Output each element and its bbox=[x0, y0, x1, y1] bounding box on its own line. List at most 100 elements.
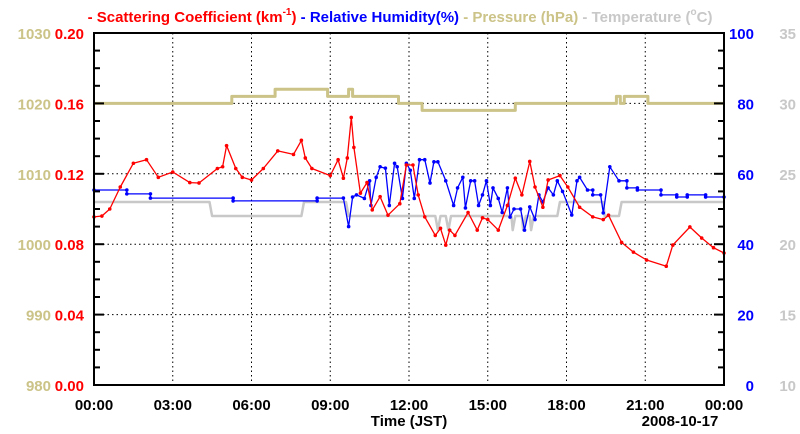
data-point-scattering-coefficient-km-1 bbox=[370, 208, 375, 212]
data-point-scattering-coefficient-km-1 bbox=[631, 250, 636, 254]
data-point-relative-humidity bbox=[659, 193, 663, 197]
data-point-scattering-coefficient-km-1 bbox=[590, 215, 595, 219]
temperature-tick-label: 15 bbox=[779, 308, 796, 325]
data-point-scattering-coefficient-km-1 bbox=[688, 225, 692, 229]
data-point-scattering-coefficient-km-1 bbox=[100, 214, 104, 218]
data-point-scattering-coefficient-km-1 bbox=[447, 228, 452, 232]
data-point-relative-humidity bbox=[480, 193, 485, 197]
pressure-tick-label: 1030 bbox=[18, 26, 51, 43]
humidity-tick-label: 60 bbox=[737, 167, 754, 184]
data-point-relative-humidity bbox=[362, 196, 367, 201]
data-point-scattering-coefficient-km-1 bbox=[170, 170, 175, 174]
x-tick-label: 06:00 bbox=[232, 397, 270, 414]
data-point-scattering-coefficient-km-1 bbox=[275, 149, 280, 153]
data-point-relative-humidity bbox=[518, 207, 523, 211]
data-point-relative-humidity bbox=[505, 186, 510, 190]
data-point-scattering-coefficient-km-1 bbox=[496, 228, 501, 232]
data-point-relative-humidity bbox=[508, 215, 512, 219]
data-point-scattering-coefficient-km-1 bbox=[131, 161, 136, 166]
data-point-scattering-coefficient-km-1 bbox=[443, 243, 448, 247]
data-point-scattering-coefficient-km-1 bbox=[453, 233, 457, 238]
data-point-scattering-coefficient-km-1 bbox=[299, 138, 304, 143]
scattering-tick-label: 0.12 bbox=[55, 167, 84, 184]
temperature-tick-label: 35 bbox=[779, 26, 796, 43]
scattering-tick-label: 0.20 bbox=[55, 26, 84, 43]
temperature-tick-label: 30 bbox=[779, 96, 796, 113]
data-point-relative-humidity bbox=[417, 157, 422, 162]
data-point-relative-humidity bbox=[491, 186, 495, 190]
data-point-relative-humidity bbox=[412, 196, 417, 201]
data-point-relative-humidity bbox=[315, 196, 319, 200]
data-point-relative-humidity bbox=[488, 203, 493, 208]
x-tick-label: 00:00 bbox=[75, 397, 113, 414]
data-point-scattering-coefficient-km-1 bbox=[433, 233, 438, 238]
data-point-relative-humidity bbox=[395, 164, 399, 169]
data-point-scattering-coefficient-km-1 bbox=[577, 205, 582, 210]
pressure-tick-label: 1000 bbox=[18, 237, 51, 254]
data-point-relative-humidity bbox=[608, 164, 612, 169]
grid bbox=[94, 33, 724, 385]
series-layer bbox=[92, 87, 726, 269]
legend-sup-0: -1 bbox=[283, 7, 292, 18]
x-tick-label: 09:00 bbox=[311, 397, 349, 414]
data-point-scattering-coefficient-km-1 bbox=[378, 194, 382, 199]
data-point-relative-humidity bbox=[463, 206, 468, 210]
data-point-relative-humidity bbox=[383, 166, 388, 170]
x-tick-label: 15:00 bbox=[469, 397, 507, 414]
data-point-scattering-coefficient-km-1 bbox=[233, 166, 238, 171]
data-point-relative-humidity bbox=[428, 181, 432, 185]
data-point-relative-humidity bbox=[533, 217, 537, 222]
data-point-scattering-coefficient-km-1 bbox=[546, 178, 550, 182]
data-point-relative-humidity bbox=[551, 193, 556, 197]
data-point-relative-humidity bbox=[585, 188, 590, 192]
data-point-scattering-coefficient-km-1 bbox=[466, 210, 470, 215]
data-point-scattering-coefficient-km-1 bbox=[566, 185, 570, 189]
data-point-relative-humidity bbox=[625, 179, 629, 183]
data-point-scattering-coefficient-km-1 bbox=[118, 185, 123, 189]
data-point-relative-humidity bbox=[476, 203, 481, 208]
data-point-relative-humidity bbox=[436, 160, 440, 164]
x-tick-label: 18:00 bbox=[547, 397, 585, 414]
data-point-scattering-coefficient-km-1 bbox=[711, 245, 716, 250]
scattering-tick-label: 0.00 bbox=[55, 378, 84, 395]
series-line-scattering-coefficient-km-1 bbox=[93, 116, 725, 267]
data-point-relative-humidity bbox=[354, 193, 359, 197]
data-point-scattering-coefficient-km-1 bbox=[303, 156, 308, 160]
data-point-relative-humidity bbox=[125, 188, 129, 192]
legend-sup-3: o bbox=[691, 7, 697, 18]
data-point-scattering-coefficient-km-1 bbox=[438, 226, 443, 231]
data-point-relative-humidity bbox=[625, 186, 629, 190]
data-point-relative-humidity bbox=[601, 211, 606, 215]
humidity-tick-label: 40 bbox=[737, 237, 754, 254]
data-point-scattering-coefficient-km-1 bbox=[197, 181, 201, 185]
data-point-relative-humidity bbox=[484, 179, 489, 183]
humidity-tick-label: 0 bbox=[746, 378, 754, 395]
data-point-scattering-coefficient-km-1 bbox=[619, 240, 624, 245]
data-point-relative-humidity bbox=[527, 205, 532, 209]
data-point-scattering-coefficient-km-1 bbox=[422, 215, 427, 219]
data-point-scattering-coefficient-km-1 bbox=[107, 207, 112, 211]
data-point-scattering-coefficient-km-1 bbox=[240, 175, 245, 180]
data-point-relative-humidity bbox=[392, 161, 397, 166]
data-point-scattering-coefficient-km-1 bbox=[480, 216, 485, 220]
axis-ticks: 00:00 03:00 06:00 09:00 12:00 15:00 18:00 21:00… bbox=[18, 26, 796, 414]
data-point-relative-humidity bbox=[432, 160, 436, 164]
data-point-scattering-coefficient-km-1 bbox=[527, 159, 532, 164]
data-point-scattering-coefficient-km-1 bbox=[291, 152, 296, 157]
data-point-relative-humidity bbox=[598, 193, 603, 197]
data-point-relative-humidity bbox=[659, 188, 663, 192]
data-point-scattering-coefficient-km-1 bbox=[475, 228, 480, 232]
pressure-tick-label: 1010 bbox=[18, 167, 51, 184]
data-point-scattering-coefficient-km-1 bbox=[485, 217, 490, 222]
data-point-relative-humidity bbox=[685, 193, 690, 197]
data-point-scattering-coefficient-km-1 bbox=[541, 205, 545, 210]
data-point-scattering-coefficient-km-1 bbox=[416, 193, 420, 197]
data-point-relative-humidity bbox=[387, 203, 392, 208]
data-point-scattering-coefficient-km-1 bbox=[365, 180, 369, 185]
temperature-tick-label: 25 bbox=[779, 167, 796, 184]
data-point-relative-humidity bbox=[231, 199, 235, 203]
data-point-scattering-coefficient-km-1 bbox=[349, 115, 354, 120]
data-point-relative-humidity bbox=[378, 164, 382, 169]
legend-close-0: ) bbox=[292, 9, 297, 26]
data-point-scattering-coefficient-km-1 bbox=[345, 156, 350, 160]
